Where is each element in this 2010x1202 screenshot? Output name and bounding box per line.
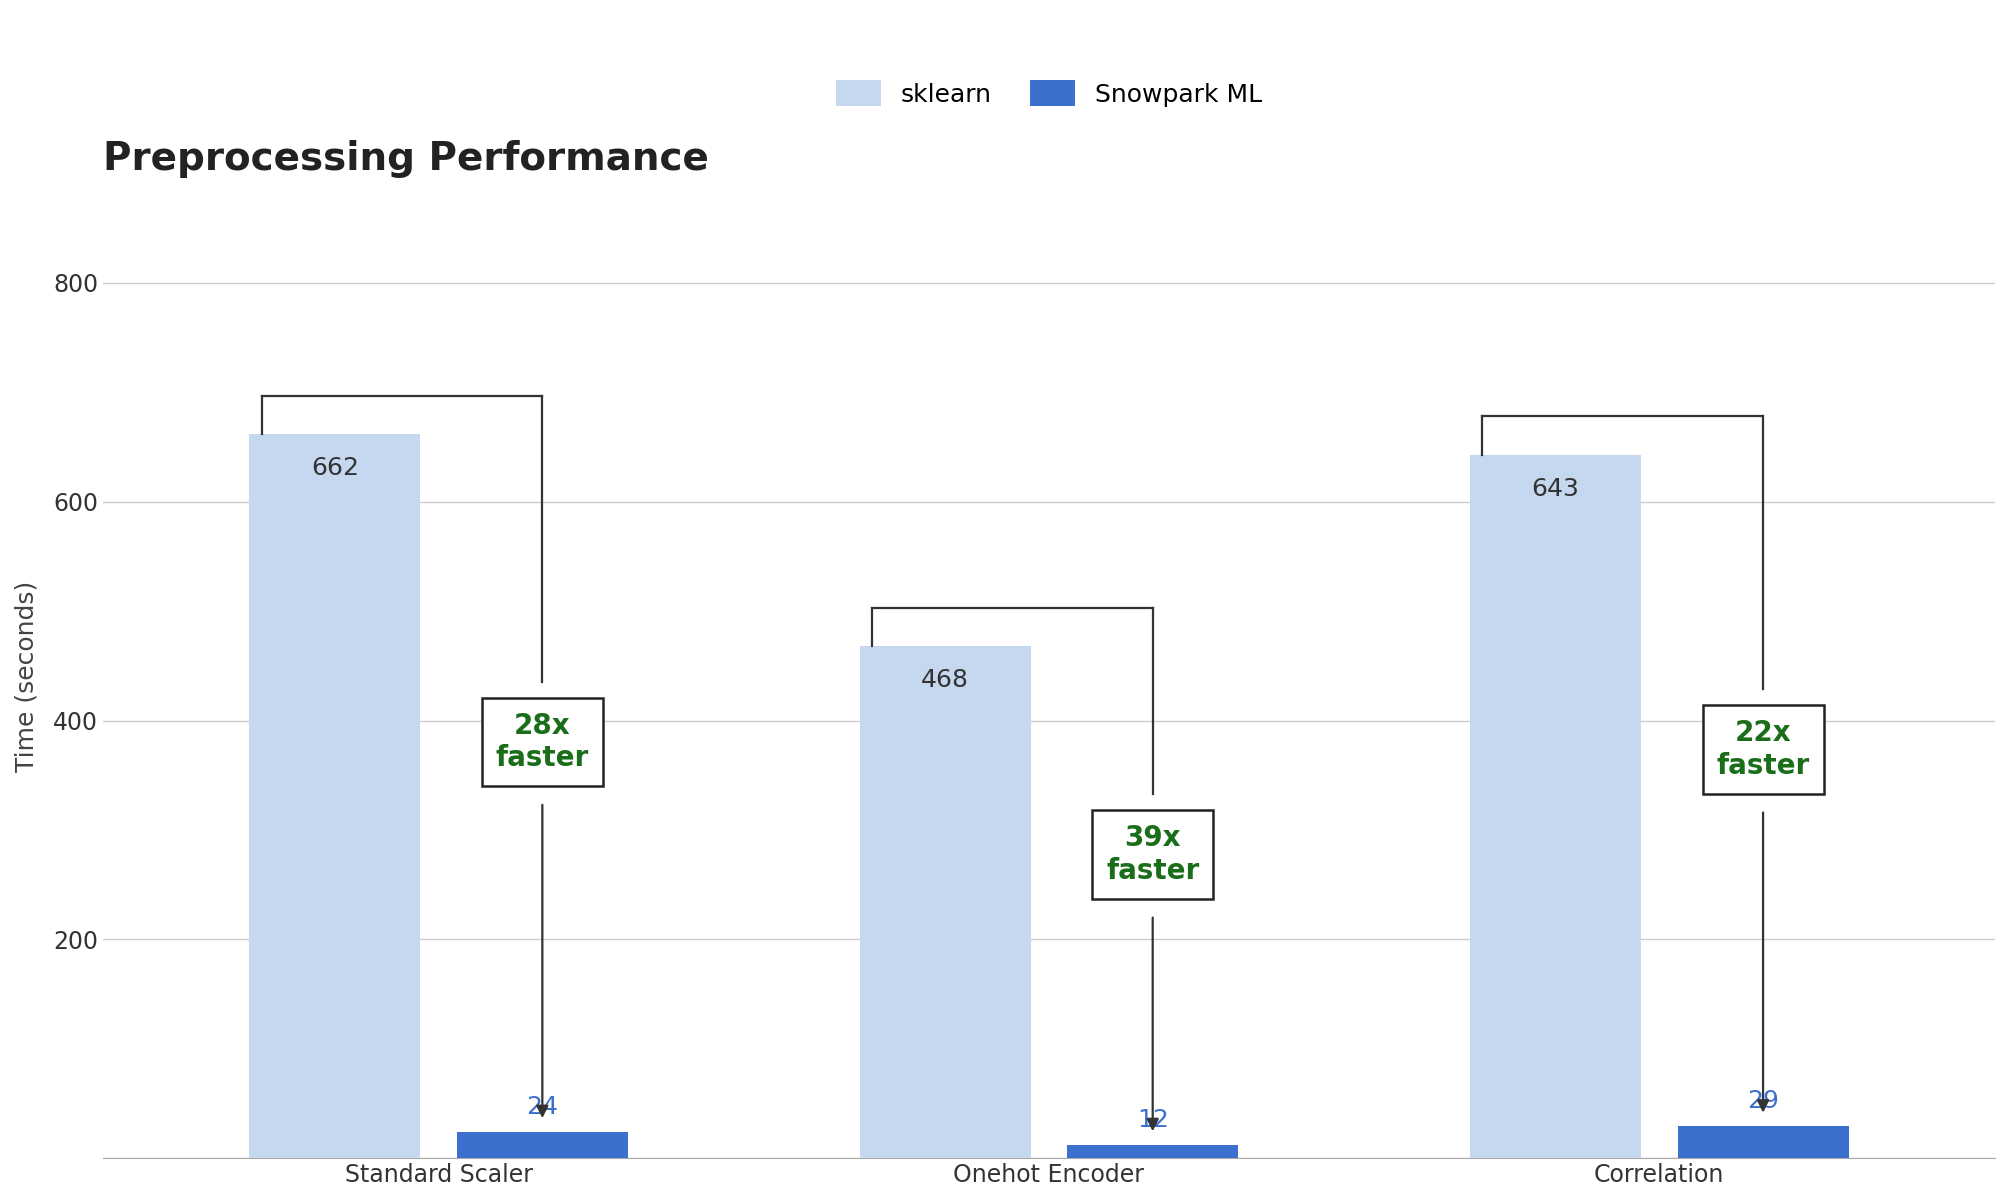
- Text: 22x
faster: 22x faster: [1717, 719, 1809, 780]
- Legend: sklearn, Snowpark ML: sklearn, Snowpark ML: [826, 70, 1272, 117]
- Bar: [1469, 454, 1640, 1159]
- Text: 643: 643: [1532, 476, 1580, 500]
- Bar: [456, 1132, 627, 1159]
- Bar: [860, 647, 1031, 1159]
- Text: 12: 12: [1138, 1108, 1168, 1132]
- Text: Preprocessing Performance: Preprocessing Performance: [103, 141, 710, 178]
- Text: 39x
faster: 39x faster: [1106, 825, 1200, 885]
- Text: 468: 468: [921, 668, 969, 692]
- Y-axis label: Time (seconds): Time (seconds): [14, 581, 38, 773]
- Bar: [1067, 1146, 1238, 1159]
- Text: 28x
faster: 28x faster: [496, 712, 589, 772]
- Text: 24: 24: [527, 1095, 559, 1119]
- Text: 29: 29: [1747, 1089, 1779, 1113]
- Bar: [249, 434, 420, 1159]
- Text: 662: 662: [312, 456, 360, 480]
- Bar: [1678, 1126, 1849, 1159]
